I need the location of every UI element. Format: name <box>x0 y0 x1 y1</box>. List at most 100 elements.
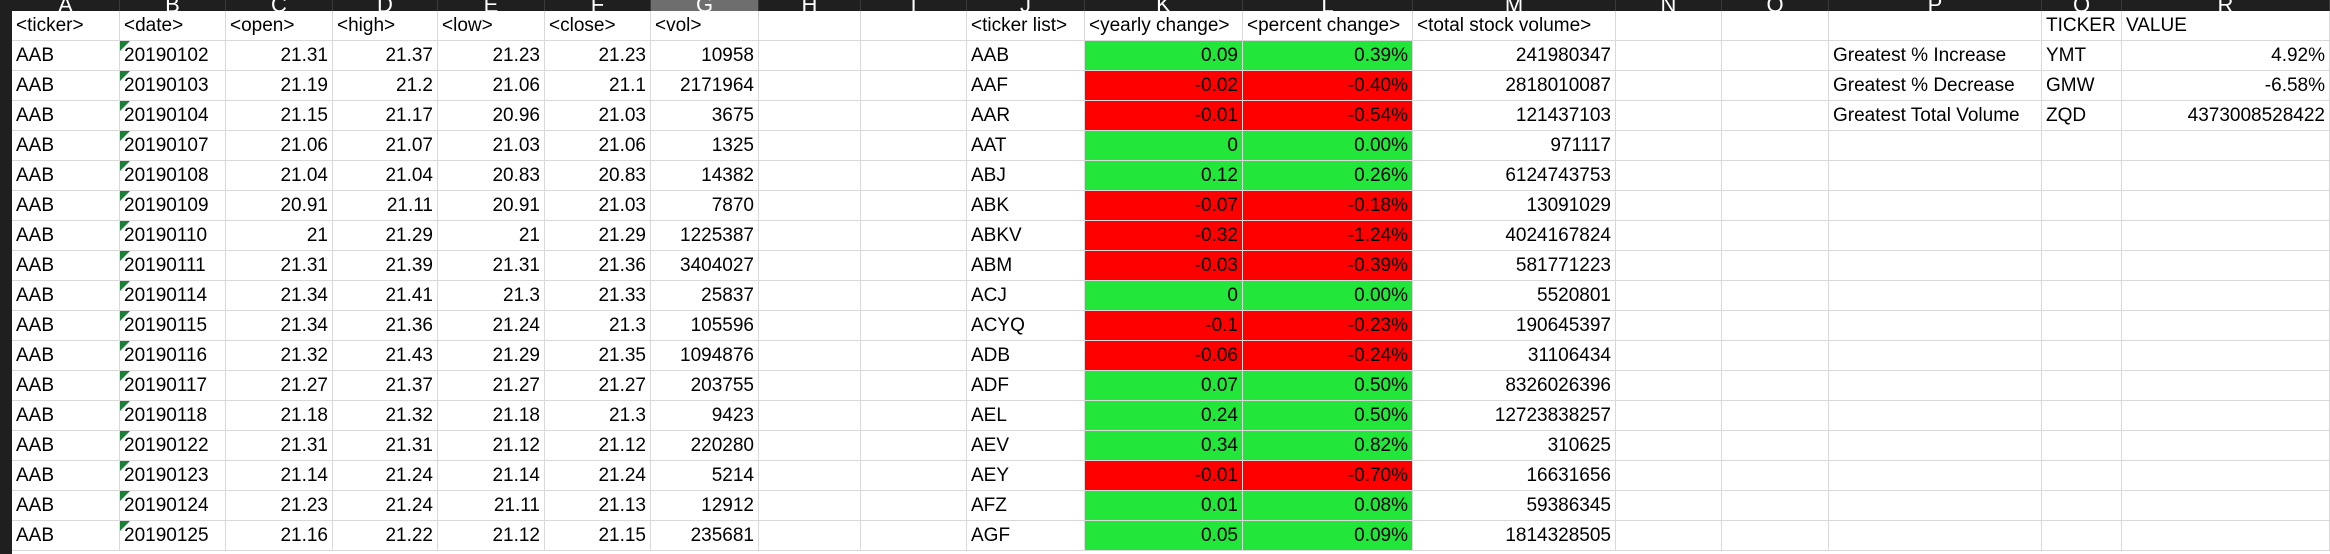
empty-cell[interactable] <box>759 41 861 71</box>
stock-data-cell[interactable]: 21.27 <box>545 371 651 401</box>
empty-cell[interactable] <box>1616 281 1722 311</box>
stock-data-cell[interactable]: 10958 <box>651 41 759 71</box>
empty-cell[interactable] <box>2122 221 2330 251</box>
ticker-list-cell[interactable]: AEY <box>967 461 1085 491</box>
empty-cell[interactable] <box>1829 311 2042 341</box>
stock-data-cell[interactable]: AAB <box>12 401 120 431</box>
empty-cell[interactable] <box>2122 371 2330 401</box>
empty-cell[interactable] <box>1722 161 1829 191</box>
empty-cell[interactable] <box>2042 161 2122 191</box>
empty-cell[interactable] <box>861 371 967 401</box>
yearly-change-cell[interactable]: 0 <box>1085 131 1243 161</box>
ticker-list-cell[interactable]: AGF <box>967 521 1085 551</box>
stock-header-cell[interactable]: <date> <box>120 11 226 41</box>
date-cell[interactable]: 20190122 <box>120 431 226 461</box>
empty-cell[interactable] <box>1722 461 1829 491</box>
summary-header-cell[interactable]: <percent change> <box>1243 11 1413 41</box>
stock-data-cell[interactable]: 21.24 <box>438 311 545 341</box>
stock-data-cell[interactable]: 21.36 <box>545 251 651 281</box>
empty-cell[interactable] <box>1616 131 1722 161</box>
empty-cell[interactable] <box>1616 41 1722 71</box>
stock-data-cell[interactable]: 21.18 <box>226 401 333 431</box>
stock-header-cell[interactable]: <low> <box>438 11 545 41</box>
empty-cell[interactable] <box>1829 11 2042 41</box>
greatest-value-cell[interactable]: 4373008528422 <box>2122 101 2330 131</box>
stock-data-cell[interactable]: 1094876 <box>651 341 759 371</box>
stock-data-cell[interactable]: 20.91 <box>438 191 545 221</box>
stock-data-cell[interactable]: AAB <box>12 41 120 71</box>
empty-cell[interactable] <box>2122 341 2330 371</box>
stock-data-cell[interactable]: 1225387 <box>651 221 759 251</box>
empty-cell[interactable] <box>759 221 861 251</box>
empty-cell[interactable] <box>1616 311 1722 341</box>
empty-cell[interactable] <box>2122 131 2330 161</box>
empty-cell[interactable] <box>2042 311 2122 341</box>
empty-cell[interactable] <box>1829 341 2042 371</box>
stock-data-cell[interactable]: 220280 <box>651 431 759 461</box>
empty-cell[interactable] <box>2122 461 2330 491</box>
empty-cell[interactable] <box>2122 191 2330 221</box>
date-cell[interactable]: 20190104 <box>120 101 226 131</box>
stock-data-cell[interactable]: 21.17 <box>333 101 438 131</box>
stock-data-cell[interactable]: 21.12 <box>438 521 545 551</box>
stock-data-cell[interactable]: 21.33 <box>545 281 651 311</box>
yearly-change-cell[interactable]: -0.32 <box>1085 221 1243 251</box>
stock-data-cell[interactable]: 21 <box>438 221 545 251</box>
empty-cell[interactable] <box>1722 521 1829 551</box>
date-cell[interactable]: 20190123 <box>120 461 226 491</box>
empty-cell[interactable] <box>861 11 967 41</box>
empty-cell[interactable] <box>1722 311 1829 341</box>
date-cell[interactable]: 20190103 <box>120 71 226 101</box>
yearly-change-cell[interactable]: -0.06 <box>1085 341 1243 371</box>
ticker-list-cell[interactable]: AEV <box>967 431 1085 461</box>
empty-cell[interactable] <box>759 161 861 191</box>
column-header-f[interactable]: F <box>545 0 651 11</box>
stock-data-cell[interactable]: 21.13 <box>545 491 651 521</box>
column-header-r[interactable]: R <box>2122 0 2330 11</box>
empty-cell[interactable] <box>1616 71 1722 101</box>
empty-cell[interactable] <box>1616 461 1722 491</box>
empty-cell[interactable] <box>2122 521 2330 551</box>
stock-data-cell[interactable]: 21.31 <box>226 251 333 281</box>
empty-cell[interactable] <box>759 311 861 341</box>
ticker-list-cell[interactable]: AAR <box>967 101 1085 131</box>
stock-data-cell[interactable]: 21.3 <box>438 281 545 311</box>
stock-data-cell[interactable]: 21.1 <box>545 71 651 101</box>
empty-cell[interactable] <box>2042 191 2122 221</box>
empty-cell[interactable] <box>1722 251 1829 281</box>
column-header-g[interactable]: G <box>651 0 759 11</box>
empty-cell[interactable] <box>2042 221 2122 251</box>
percent-change-cell[interactable]: -0.24% <box>1243 341 1413 371</box>
ticker-list-cell[interactable]: AEL <box>967 401 1085 431</box>
stock-data-cell[interactable]: 25837 <box>651 281 759 311</box>
empty-cell[interactable] <box>1722 431 1829 461</box>
yearly-change-cell[interactable]: -0.01 <box>1085 101 1243 131</box>
empty-cell[interactable] <box>759 11 861 41</box>
ticker-list-cell[interactable]: AAB <box>967 41 1085 71</box>
empty-cell[interactable] <box>1722 221 1829 251</box>
percent-change-cell[interactable]: 0.08% <box>1243 491 1413 521</box>
stock-data-cell[interactable]: AAB <box>12 191 120 221</box>
stock-data-cell[interactable]: 21.07 <box>333 131 438 161</box>
stock-data-cell[interactable]: AAB <box>12 281 120 311</box>
total-volume-cell[interactable]: 310625 <box>1413 431 1616 461</box>
stock-data-cell[interactable]: 21.37 <box>333 41 438 71</box>
stock-data-cell[interactable]: 21.11 <box>438 491 545 521</box>
stock-data-cell[interactable]: 9423 <box>651 401 759 431</box>
date-cell[interactable]: 20190108 <box>120 161 226 191</box>
yearly-change-cell[interactable]: 0.12 <box>1085 161 1243 191</box>
date-cell[interactable]: 20190102 <box>120 41 226 71</box>
percent-change-cell[interactable]: 0.50% <box>1243 401 1413 431</box>
stock-data-cell[interactable]: 21.3 <box>545 311 651 341</box>
stock-data-cell[interactable]: 21.29 <box>545 221 651 251</box>
ticker-list-cell[interactable]: ACYQ <box>967 311 1085 341</box>
empty-cell[interactable] <box>1616 101 1722 131</box>
total-volume-cell[interactable]: 5520801 <box>1413 281 1616 311</box>
stock-data-cell[interactable]: 21.23 <box>438 41 545 71</box>
empty-cell[interactable] <box>861 131 967 161</box>
empty-cell[interactable] <box>759 401 861 431</box>
stock-data-cell[interactable]: 21.04 <box>333 161 438 191</box>
ticker-list-cell[interactable]: ABK <box>967 191 1085 221</box>
empty-cell[interactable] <box>861 221 967 251</box>
stock-data-cell[interactable]: 21.29 <box>438 341 545 371</box>
